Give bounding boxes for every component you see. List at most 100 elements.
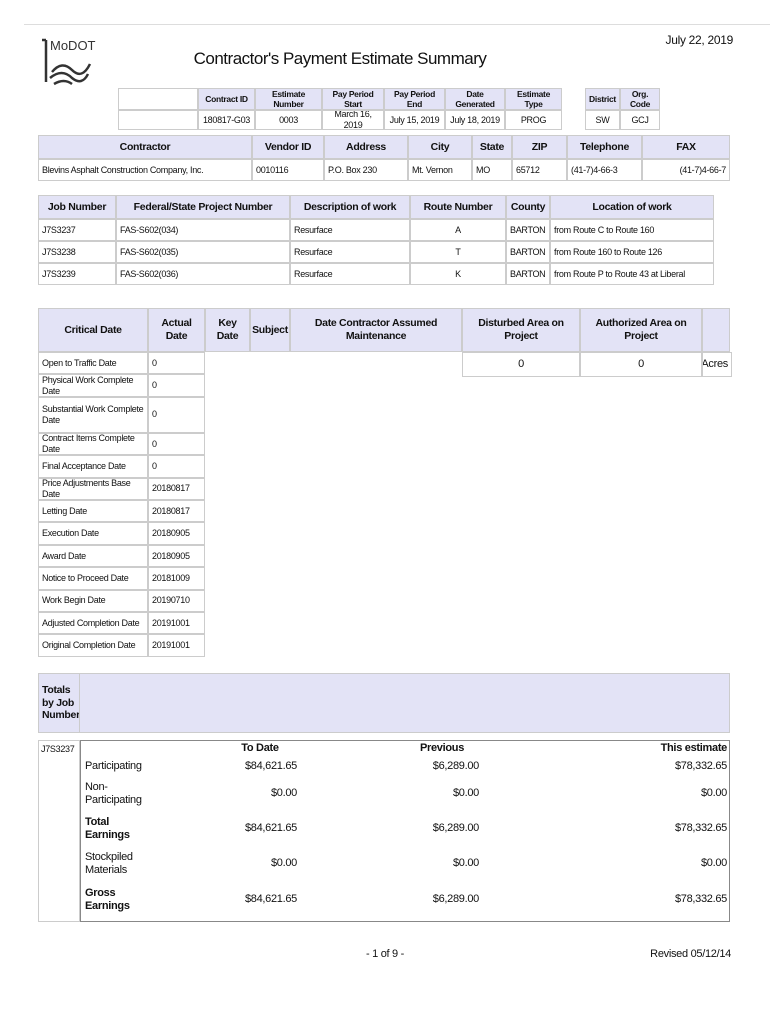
contract-header: Pay Period End: [384, 88, 445, 110]
totals-value: $6,289.00: [432, 760, 480, 773]
job-value: A: [410, 219, 506, 241]
date-label: Final Acceptance Date: [38, 455, 148, 478]
totals-label: Participating: [85, 760, 142, 773]
job-header: Location of work: [550, 195, 714, 219]
date-label: Price Adjustments Base Date: [38, 477, 148, 500]
totals-value: $0.00: [700, 857, 727, 870]
contractor-header: ZIP: [512, 135, 567, 159]
date-header: Key Date: [205, 308, 250, 352]
date-label: Letting Date: [38, 500, 148, 523]
area-header: Authorized Area on Project: [580, 308, 702, 352]
job-value: J7S3237: [38, 219, 116, 241]
date-header: Critical Date: [38, 308, 148, 352]
report-date: July 22, 2019: [665, 32, 734, 47]
totals-label: Stockpiled Materials: [85, 850, 133, 876]
date-label: Work Begin Date: [38, 589, 148, 612]
logo: MoDOT: [50, 38, 96, 53]
contract-header: Pay Period Start: [322, 88, 384, 110]
totals-label: Non-Participating: [85, 780, 142, 806]
totals-value: $78,332.65: [674, 760, 727, 773]
contractor-value: MO: [472, 159, 512, 181]
contractor-header: FAX: [642, 135, 730, 159]
job-value: BARTON: [506, 263, 550, 285]
totals-value: $0.00: [270, 857, 297, 870]
district-value: SW: [585, 110, 620, 130]
date-value: 20191001: [148, 612, 205, 635]
contractor-value: Mt. Vernon: [408, 159, 472, 181]
job-header: Route Number: [410, 195, 506, 219]
contractor-header: Contractor: [38, 135, 252, 159]
date-value: 0: [148, 352, 205, 375]
contractor-value: Blevins Asphalt Construction Company, In…: [38, 159, 252, 181]
contract-value: PROG: [505, 110, 562, 130]
blank-cell: [702, 308, 730, 352]
totals-column: This estimate: [660, 742, 728, 755]
job-value: J7S3238: [38, 241, 116, 263]
totals-label: Total Earnings: [85, 815, 130, 841]
job-value: Resurface: [290, 263, 410, 285]
totals-value: $6,289.00: [432, 893, 480, 906]
date-value: 20190710: [148, 589, 205, 612]
job-value: from Route P to Route 43 at Liberal: [550, 263, 714, 285]
contractor-value: 0010116: [252, 159, 324, 181]
totals-value: $84,621.65: [244, 893, 297, 906]
contract-header: Contract ID: [198, 88, 255, 110]
job-value: BARTON: [506, 241, 550, 263]
date-value: 20180905: [148, 522, 205, 545]
job-header: County: [506, 195, 550, 219]
totals-box: [80, 740, 730, 922]
date-value: 0: [148, 432, 205, 456]
date-label: Contract Items Complete Date: [38, 432, 148, 456]
totals-value: $0.00: [700, 787, 727, 800]
blank-cell: [118, 88, 198, 110]
totals-value: $0.00: [270, 787, 297, 800]
page-number: - 1 of 9 -: [366, 948, 404, 961]
totals-label: Gross Earnings: [85, 886, 130, 912]
job-header: Federal/State Project Number: [116, 195, 290, 219]
job-value: J7S3239: [38, 263, 116, 285]
job-header: Job Number: [38, 195, 116, 219]
contractor-header: Address: [324, 135, 408, 159]
date-value: 20181009: [148, 567, 205, 590]
job-value: FAS-S602(034): [116, 219, 290, 241]
totals-job: J7S3237: [41, 743, 75, 754]
contract-header: Estimate Number: [255, 88, 322, 110]
logo-mark: MoDOT: [42, 38, 96, 86]
contract-header: Date Generated: [445, 88, 505, 110]
district-value: GCJ: [620, 110, 660, 130]
top-rule: [24, 24, 770, 25]
contractor-value: (41-7)4-66-3: [567, 159, 642, 181]
job-value: Resurface: [290, 241, 410, 263]
date-label: Notice to Proceed Date: [38, 567, 148, 590]
date-value: 20180905: [148, 544, 205, 568]
date-value: 20180817: [148, 500, 205, 523]
blank-cell: [118, 110, 198, 130]
contractor-header: City: [408, 135, 472, 159]
job-value: FAS-S602(036): [116, 263, 290, 285]
job-header: Description of work: [290, 195, 410, 219]
contractor-value: 65712: [512, 159, 567, 181]
totals-value: $6,289.00: [432, 822, 480, 835]
date-label: Execution Date: [38, 522, 148, 545]
contract-value: 0003: [255, 110, 322, 130]
job-value: from Route C to Route 160: [550, 219, 714, 241]
job-value: FAS-S602(035): [116, 241, 290, 263]
area-header: Disturbed Area on Project: [462, 308, 580, 352]
job-value: from Route 160 to Route 126: [550, 241, 714, 263]
title: Contractor's Payment Estimate Summary: [193, 48, 487, 68]
date-value: 0: [148, 455, 205, 478]
date-label: Substantial Work Complete Date: [38, 396, 148, 433]
contract-header: Estimate Type: [505, 88, 562, 110]
date-header: Date Contractor Assumed Maintenance: [290, 308, 462, 352]
totals-value: $84,621.65: [244, 822, 297, 835]
date-value: 0: [148, 374, 205, 397]
revised: Revised 05/12/14: [650, 948, 731, 961]
date-label: Physical Work Complete Date: [38, 374, 148, 397]
contractor-header: Vendor ID: [252, 135, 324, 159]
job-value: BARTON: [506, 219, 550, 241]
area-unit: Acres: [702, 352, 732, 377]
date-label: Award Date: [38, 544, 148, 568]
contractor-value: P.O. Box 230: [324, 159, 408, 181]
totals-band: [38, 673, 730, 733]
contractor-header: State: [472, 135, 512, 159]
